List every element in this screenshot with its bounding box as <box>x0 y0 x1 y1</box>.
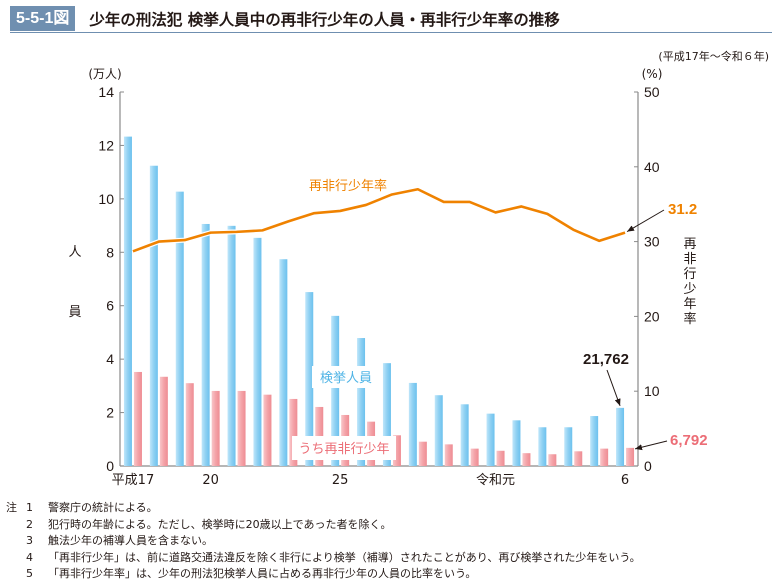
right-axis-label-char: 率 <box>683 311 696 327</box>
right-axis-label-char: 非 <box>683 252 696 267</box>
x-tick-label: 6 <box>621 473 629 488</box>
bar-kenkyo <box>227 225 236 466</box>
series-label-rate: 再非行少年率 <box>309 178 387 194</box>
note-2: 2 犯行時の年齢による。ただし、検挙時に20歳以上であった者を除く。 <box>26 517 392 531</box>
note-3: 3 触法少年の補導人員を含まない。 <box>26 534 213 547</box>
left-tick-label: 0 <box>106 458 114 474</box>
bar-kenkyo <box>564 427 573 466</box>
series-label-bg <box>312 366 380 388</box>
figure-title: 少年の刑法犯 検挙人員中の再非行少年の人員・再非行少年率の推移 <box>89 10 560 29</box>
bar-kenkyo <box>279 259 288 466</box>
bar-kenkyo <box>538 427 547 466</box>
left-tick-label: 8 <box>106 244 114 260</box>
left-axis-label-char: 人 <box>68 245 81 260</box>
bar-saihiko <box>237 390 246 466</box>
series-label-saihiko: うち再非行少年 <box>298 442 389 457</box>
bar-saihiko <box>418 441 427 466</box>
note-5: 5 「再非行少年率」は、少年の刑法犯検挙人員に占める再非行少年の人員の比率をいう。 <box>26 567 477 580</box>
bar-saihiko <box>159 376 168 466</box>
bar-kenkyo <box>590 416 599 466</box>
left-tick-label: 2 <box>106 405 114 421</box>
series-label-bg <box>292 436 396 460</box>
note-prefix: 注 <box>6 501 17 514</box>
note-4: 4 「再非行少年」は、前に道路交通法違反を除く非行により検挙（補導）されたことがあ… <box>26 550 641 564</box>
bar-saihiko <box>470 448 479 466</box>
right-tick-label: 30 <box>644 234 660 250</box>
right-tick-label: 0 <box>644 458 652 474</box>
right-axis-label-char: 少 <box>683 282 696 297</box>
bar-saihiko <box>211 390 220 466</box>
bar-kenkyo <box>201 223 210 466</box>
right-axis-label-char: 年 <box>683 297 696 312</box>
right-axis-label-char: 再 <box>683 237 696 252</box>
annotation-arrow <box>626 209 665 233</box>
annotation-arrow <box>606 369 621 407</box>
right-tick-label: 40 <box>644 159 660 175</box>
bar-saihiko <box>263 394 272 466</box>
bar-saihiko <box>289 398 298 466</box>
left-tick-label: 6 <box>106 298 114 314</box>
figure-number: 5-5-1図 <box>10 6 76 31</box>
bar-kenkyo <box>382 363 391 466</box>
left-tick-label: 14 <box>98 84 114 100</box>
bar-saihiko <box>392 435 401 466</box>
bar-kenkyo <box>149 165 158 466</box>
header-rule <box>10 32 772 33</box>
right-tick-label: 10 <box>644 383 660 399</box>
bar-kenkyo <box>486 413 495 466</box>
bar-kenkyo <box>253 237 262 466</box>
right-tick-label: 50 <box>644 84 660 100</box>
bar-kenkyo <box>123 136 132 466</box>
bar-saihiko <box>548 454 557 466</box>
bar-saihiko <box>185 383 194 466</box>
bar-saihiko <box>600 448 609 466</box>
bar-kenkyo <box>512 420 521 466</box>
bar-saihiko <box>133 371 142 466</box>
bar-kenkyo <box>616 407 625 466</box>
annotation-arrow <box>634 440 668 451</box>
right-axis-label-char: 行 <box>683 267 696 282</box>
left-axis-unit: (万人) <box>88 67 121 81</box>
bar-saihiko <box>496 450 505 466</box>
series-label-kenkyo: 検挙人員 <box>320 371 372 386</box>
left-tick-label: 12 <box>98 137 114 153</box>
x-tick-label: 25 <box>332 473 349 488</box>
period-label: (平成17年〜令和６年) <box>658 50 769 63</box>
notes: 注 1 警察庁の統計による。 2 犯行時の年齢による。ただし、検挙時に20歳以上であっ… <box>6 500 641 583</box>
right-tick-label: 20 <box>644 308 660 324</box>
bar-saihiko <box>574 451 583 466</box>
left-tick-label: 10 <box>98 191 114 207</box>
bar-kenkyo <box>175 191 184 466</box>
annotation-rate: 31.2 <box>668 201 697 218</box>
bar-saihiko <box>522 453 531 466</box>
right-axis-unit: (%) <box>642 67 663 81</box>
bar-kenkyo <box>460 404 469 466</box>
line-saihiko-rate <box>132 187 626 253</box>
figure-header: 5-5-1図 少年の刑法犯 検挙人員中の再非行少年の人員・再非行少年率の推移 <box>10 6 560 31</box>
bar-saihiko <box>626 447 635 466</box>
annotation-saihiko: 6,792 <box>670 432 708 449</box>
left-tick-label: 4 <box>106 351 114 367</box>
x-tick-label: 令和元 <box>476 473 515 488</box>
bar-kenkyo <box>357 338 366 466</box>
x-tick-label: 平成17 <box>112 473 155 488</box>
bar-kenkyo <box>408 382 417 466</box>
bar-kenkyo <box>434 395 443 466</box>
bar-saihiko <box>444 444 453 466</box>
left-axis-label-char: 員 <box>68 305 81 320</box>
bar-kenkyo <box>305 292 314 466</box>
chart: 0 2 4 6 8 10 12 14 0 10 20 30 40 50 (万人) (%) 人員 再非行少年率平成1… <box>68 67 708 488</box>
annotation-kenkyo: 21,762 <box>583 351 629 368</box>
x-tick-label: 20 <box>202 473 219 488</box>
bar-kenkyo <box>331 315 340 466</box>
note-1: 注 1 警察庁の統計による。 <box>6 500 641 517</box>
